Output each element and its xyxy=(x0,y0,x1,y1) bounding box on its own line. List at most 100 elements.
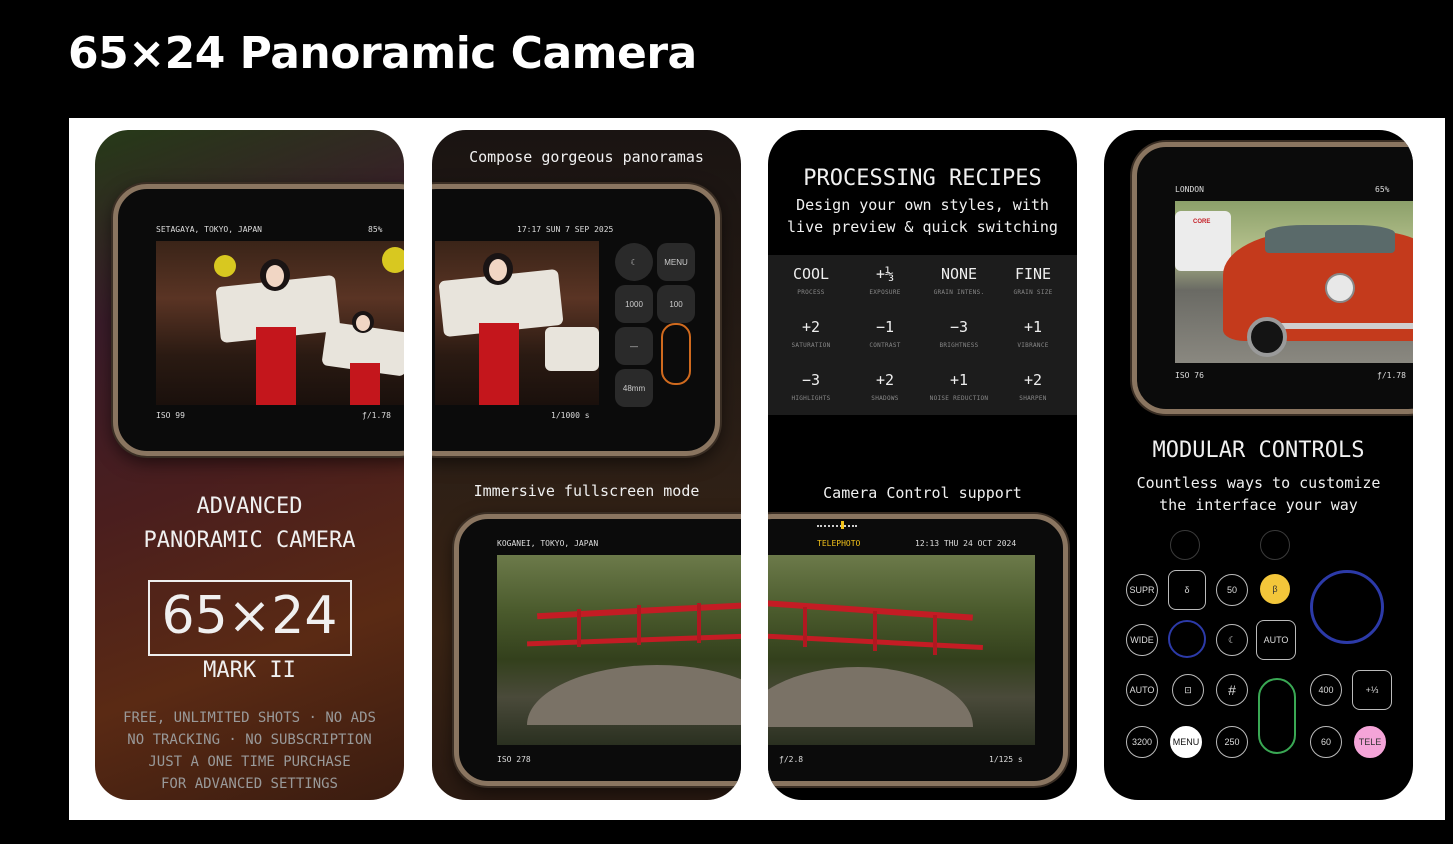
iso-50-button[interactable]: 50 xyxy=(1216,574,1248,606)
caption-compose: Compose gorgeous panoramas xyxy=(469,148,704,166)
recipe-cell[interactable]: NONE GRAIN INTENS. xyxy=(922,265,996,296)
speed-250-button[interactable]: 250 xyxy=(1216,726,1248,758)
iso-400-button[interactable]: 400 xyxy=(1310,674,1342,706)
viewfinder-photo xyxy=(497,555,741,745)
ev-button[interactable]: +⅓ xyxy=(1352,670,1392,710)
recipe-label: SATURATION xyxy=(791,342,831,349)
flower-decoration xyxy=(214,255,236,277)
viewfinder-photo xyxy=(768,555,1035,745)
moon-icon[interactable]: ☾ xyxy=(1216,624,1248,656)
bridge-rail xyxy=(526,632,741,647)
exposure-button[interactable]: — xyxy=(615,327,653,365)
phone-frame: 17:17 SUN 7 SEP 2025 ☾ MENU 1000 100 — 4… xyxy=(432,184,720,456)
recipe-label: GRAIN INTENS. xyxy=(933,289,985,296)
dancer-face xyxy=(266,265,284,287)
aperture-readout: ƒ/1.78 xyxy=(362,411,391,420)
auto-iso-button[interactable]: AUTO xyxy=(1256,620,1296,660)
recipe-cell[interactable]: −3 BRIGHTNESS xyxy=(922,318,996,349)
recipe-cell[interactable]: FINE GRAIN SIZE xyxy=(996,265,1070,296)
lens-mode-label: TELEPHOTO xyxy=(817,539,861,548)
dancer-skirt xyxy=(256,327,296,405)
aperture-readout: ƒ/1.78 xyxy=(1377,371,1406,380)
lens-indicator xyxy=(817,525,857,531)
fstop-button[interactable]: δ xyxy=(1168,570,1206,610)
screenshot-card-1[interactable]: SETAGAYA, TOKYO, JAPAN 85% ISO 99 ƒ/1.78… xyxy=(95,130,404,800)
viewfinder-photo xyxy=(156,241,404,405)
night-mode-button[interactable]: ☾ xyxy=(615,243,653,281)
recipe-cell[interactable]: −1 CONTRAST xyxy=(848,318,922,349)
shutter-readout: 1/1000 s xyxy=(551,411,590,420)
controls-subtitle-2: the interface your way xyxy=(1159,496,1358,514)
recipe-value: +1 xyxy=(949,371,969,389)
bridge-post xyxy=(803,607,807,647)
recipe-label: GRAIN SIZE xyxy=(1013,289,1053,296)
recipe-value: +⅓ xyxy=(875,265,895,283)
screenshot-card-4[interactable]: LONDON 65% CORE ISO 76 ƒ/1.78 MODULAR CO… xyxy=(1104,130,1413,800)
recipe-value: +2 xyxy=(1023,371,1043,389)
location-label: SETAGAYA, TOKYO, JAPAN xyxy=(156,225,262,234)
bridge-post xyxy=(577,609,581,647)
datetime-label: 17:17 SUN 7 SEP 2025 xyxy=(517,225,614,234)
menu-button[interactable]: MENU xyxy=(1170,726,1202,758)
recipe-value: −3 xyxy=(949,318,969,336)
recipe-cell[interactable]: +1 VIBRANCE xyxy=(996,318,1070,349)
lens-indicator-active xyxy=(841,521,844,529)
dancer-face xyxy=(356,315,370,331)
recipe-label: SHADOWS xyxy=(871,395,899,402)
recipes-subtitle-2: live preview & quick switching xyxy=(787,218,1058,236)
screenshot-card-3[interactable]: PROCESSING RECIPES Design your own style… xyxy=(768,130,1077,800)
recipe-cell[interactable]: COOL PROCESS xyxy=(774,265,848,296)
speed-60-button[interactable]: 60 xyxy=(1310,726,1342,758)
car-windshield xyxy=(1265,225,1395,253)
super-button[interactable]: SUPR xyxy=(1126,574,1158,606)
recipe-cell[interactable]: +2 SATURATION xyxy=(774,318,848,349)
recipe-label: NOISE REDUCTION xyxy=(929,395,989,402)
screenshot-card-2[interactable]: Compose gorgeous panoramas 17:17 SUN 7 S… xyxy=(432,130,741,800)
shutter-pill[interactable] xyxy=(1258,678,1296,754)
battery-label: 85% xyxy=(368,225,383,234)
location-label: KOGANEI, TOKYO, JAPAN xyxy=(497,539,599,548)
recipe-cell[interactable]: +1 NOISE REDUCTION xyxy=(922,371,996,402)
lens-button[interactable]: 48mm xyxy=(615,369,653,407)
feature-line: FREE, UNLIMITED SHOTS · NO ADS xyxy=(123,710,376,726)
iso-3200-button[interactable]: 3200 xyxy=(1126,726,1158,758)
datetime-label: 12:13 THU 24 OCT 2024 xyxy=(915,539,1017,548)
recipe-label: CONTRAST xyxy=(869,342,901,349)
recipe-value: +2 xyxy=(875,371,895,389)
tele-button[interactable]: TELE xyxy=(1354,726,1386,758)
beta-button[interactable]: β xyxy=(1260,574,1290,604)
shutter-ring[interactable] xyxy=(1310,570,1384,644)
bridge-post xyxy=(697,603,701,643)
controls-subtitle-1: Countless ways to customize xyxy=(1136,474,1381,492)
recipe-cell[interactable]: +⅓ EXPOSURE xyxy=(848,265,922,296)
focus-ring[interactable] xyxy=(1168,620,1206,658)
headline-line-2: PANORAMIC CAMERA xyxy=(143,528,356,553)
auto-speed-button[interactable]: AUTO xyxy=(1126,674,1158,706)
recipe-label: VIBRANCE xyxy=(1017,342,1049,349)
recipe-cell[interactable]: −3 HIGHLIGHTS xyxy=(774,371,848,402)
page-title: 65×24 Panoramic Camera xyxy=(68,28,697,79)
caption-camera-control: Camera Control support xyxy=(823,484,1022,502)
dancer-skirt xyxy=(479,323,519,405)
iso-button[interactable]: 1000 xyxy=(615,285,653,323)
recipe-cell[interactable]: +2 SHADOWS xyxy=(848,371,922,402)
frame-icon[interactable]: ⊡ xyxy=(1172,674,1204,706)
iso-readout: ISO 76 xyxy=(1175,371,1204,380)
iso-readout: ISO 278 xyxy=(497,755,531,764)
dancer-robe xyxy=(545,327,599,371)
app-logo: 65×24 xyxy=(161,586,338,646)
wide-button[interactable]: WIDE xyxy=(1126,624,1158,656)
iso-alt-button[interactable]: 100 xyxy=(657,285,695,323)
recipe-cell[interactable]: +2 SHARPEN xyxy=(996,371,1070,402)
menu-button[interactable]: MENU xyxy=(657,243,695,281)
grid-button[interactable]: # xyxy=(1216,674,1248,706)
phone-frame: KOGANEI, TOKYO, JAPAN ISO 278 xyxy=(454,514,741,786)
car-wheel xyxy=(1247,317,1287,357)
phone-frame: SETAGAYA, TOKYO, JAPAN 85% ISO 99 ƒ/1.78 xyxy=(113,184,404,456)
battery-label: 65% xyxy=(1375,185,1390,194)
shutter-button[interactable] xyxy=(661,323,691,385)
van xyxy=(1175,211,1231,271)
screenshot-gallery[interactable]: SETAGAYA, TOKYO, JAPAN 85% ISO 99 ƒ/1.78… xyxy=(69,118,1445,820)
recipe-value: +1 xyxy=(1023,318,1043,336)
bridge-rail xyxy=(768,599,973,621)
